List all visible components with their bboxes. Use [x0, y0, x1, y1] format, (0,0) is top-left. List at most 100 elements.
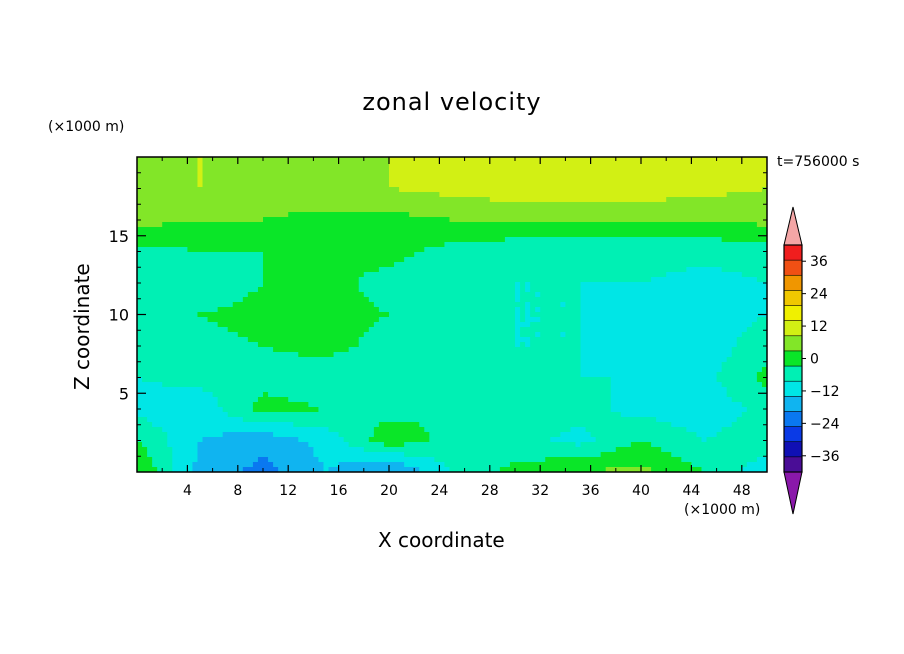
field-cell [207, 272, 214, 278]
field-cell [414, 287, 420, 293]
field-cell [746, 187, 753, 193]
field-cell [348, 182, 355, 188]
field-cell [257, 157, 264, 163]
field-cell [686, 192, 692, 198]
field-cell [646, 352, 652, 358]
field-cell [212, 352, 219, 358]
field-cell [157, 272, 163, 278]
field-cell [404, 277, 410, 283]
field-cell [252, 262, 259, 268]
field-cell [570, 237, 577, 243]
field-cell [147, 262, 153, 268]
field-cell [454, 162, 461, 168]
field-cell [550, 212, 556, 218]
field-cell [192, 277, 199, 283]
field-cell [177, 172, 183, 178]
field-cell [509, 242, 516, 248]
field-cell [252, 157, 259, 163]
field-cell [147, 257, 153, 263]
x-axis-label: X coordinate [378, 528, 505, 552]
field-cell [313, 277, 320, 283]
field-cell [641, 187, 647, 193]
field-cell [263, 287, 269, 293]
field-cell [585, 182, 592, 188]
field-cell [641, 352, 647, 358]
field-cell [646, 187, 652, 193]
field-cell [212, 232, 219, 238]
field-cell [399, 352, 405, 358]
field-cell [515, 327, 521, 333]
field-cell [162, 227, 168, 233]
field-cell [157, 207, 163, 213]
field-cell [635, 157, 642, 163]
field-cell [585, 237, 592, 243]
field-cell [756, 222, 763, 228]
field-cell [222, 347, 229, 353]
field-cell [696, 262, 703, 268]
field-cell [625, 302, 632, 308]
field-cell [222, 342, 229, 348]
field-cell [726, 182, 733, 188]
field-cell [615, 232, 622, 238]
field-cell [252, 162, 259, 168]
field-cell [595, 257, 602, 263]
field-cell [288, 352, 294, 358]
field-cell [736, 327, 743, 333]
field-cell [378, 327, 385, 333]
field-cell [308, 337, 314, 343]
field-cell [449, 232, 456, 238]
field-cell [671, 352, 677, 358]
field-cell [308, 182, 314, 188]
field-cell [575, 227, 582, 233]
field-cell [288, 327, 294, 333]
field-cell [303, 227, 309, 233]
field-cell [600, 202, 607, 208]
field-cell [303, 237, 309, 243]
field-cell [731, 182, 738, 188]
field-cell [389, 207, 395, 213]
field-cell [192, 322, 199, 328]
field-cell [167, 352, 173, 358]
field-cell [484, 187, 491, 193]
field-cell [147, 172, 153, 178]
field-cell [358, 172, 365, 178]
field-cell [525, 352, 531, 358]
field-cell [726, 202, 733, 208]
field-cell [373, 197, 380, 203]
field-cell [666, 347, 672, 353]
field-cell [338, 287, 345, 293]
field-cell [509, 192, 516, 198]
field-cell [666, 167, 672, 173]
field-cell [434, 312, 440, 318]
field-cell [439, 232, 446, 238]
field-cell [358, 202, 365, 208]
field-cell [746, 192, 753, 198]
field-cell [323, 197, 330, 203]
field-cell [741, 167, 748, 173]
field-cell [565, 282, 572, 288]
field-cell [293, 302, 299, 308]
field-cell [313, 332, 320, 338]
field-cell [479, 277, 486, 283]
field-cell [580, 342, 587, 348]
field-cell [686, 157, 692, 163]
field-cell [142, 157, 148, 163]
field-cell [323, 342, 330, 348]
field-cell [137, 247, 143, 253]
field-cell [298, 297, 304, 303]
field-cell [439, 197, 446, 203]
field-cell [378, 307, 385, 313]
field-cell [671, 197, 677, 203]
field-cell [666, 192, 672, 198]
field-cell [348, 277, 355, 283]
field-cell [464, 167, 471, 173]
field-cell [761, 177, 767, 183]
field-cell [630, 172, 637, 178]
field-cell [761, 267, 767, 273]
field-cell [429, 292, 435, 298]
field-cell [761, 342, 767, 348]
field-cell [540, 327, 546, 333]
field-cell [499, 212, 506, 218]
field-cell [389, 347, 395, 353]
field-cell [731, 157, 738, 163]
